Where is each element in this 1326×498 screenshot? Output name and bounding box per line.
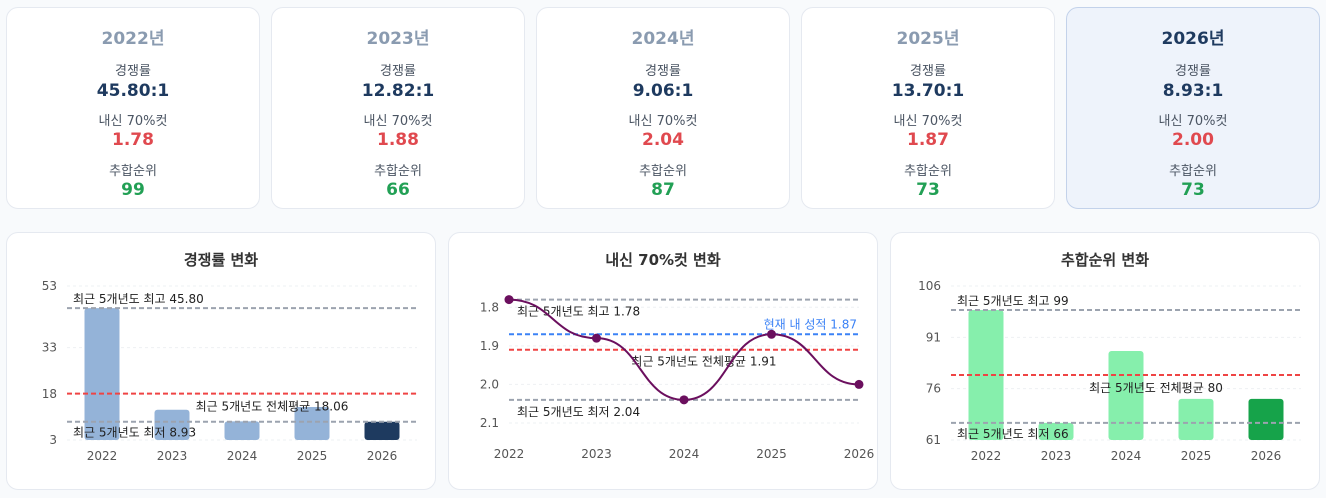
gpa-cut-label: 내신 70%컷	[1158, 114, 1228, 129]
competition-value: 12.82:1	[361, 81, 435, 101]
bar	[364, 421, 400, 440]
competition-label: 경쟁률	[1175, 64, 1211, 79]
y-tick-label: 3	[49, 433, 57, 447]
competition-value: 45.80:1	[96, 81, 170, 101]
rank-label: 추합순위	[1169, 164, 1217, 179]
rank-chart-card: 추합순위 변화 61 76 91 106 2022 2023 2024 2025 2026 최근 …	[890, 232, 1320, 490]
bar	[294, 407, 330, 440]
reference-label: 현재 내 성적 1.87	[764, 317, 857, 331]
bar	[154, 409, 190, 440]
reference-label: 최근 5개년도 전체평균 80	[1089, 381, 1223, 395]
gpa-cut-value: 2.04	[642, 130, 684, 150]
bar	[1248, 398, 1284, 440]
x-tick-label: 2022	[494, 447, 525, 461]
rank-label: 추합순위	[109, 164, 157, 179]
competition-label: 경쟁률	[115, 64, 151, 79]
data-point	[767, 329, 776, 339]
x-tick-label: 2022	[971, 449, 1002, 463]
competition-value: 8.93:1	[1162, 81, 1224, 101]
rank-value: 66	[386, 180, 410, 200]
bar	[84, 308, 120, 440]
year-label: 2022년	[101, 29, 165, 49]
y-tick-label: 76	[926, 382, 941, 396]
x-tick-label: 2025	[1181, 449, 1212, 463]
gpa-cut-label: 내신 70%컷	[363, 114, 433, 129]
gpa-chart-card: 내신 70%컷 변화 1.8 1.9 2.0 2.1 2022 2023 2024 2025 2…	[448, 232, 878, 490]
gpa-cut-label: 내신 70%컷	[98, 114, 168, 129]
rank-value: 99	[121, 180, 145, 200]
year-label: 2023년	[366, 29, 430, 49]
x-tick-label: 2026	[367, 449, 398, 463]
gpa-cut-value: 1.87	[907, 130, 949, 150]
reference-label: 최근 5개년도 최저 66	[957, 427, 1069, 441]
y-tick-label: 33	[42, 341, 57, 355]
x-tick-label: 2023	[1041, 449, 1072, 463]
y-tick-label: 2.0	[480, 377, 499, 391]
bar	[224, 421, 260, 440]
year-label: 2024년	[631, 29, 695, 49]
year-label: 2026년	[1161, 29, 1225, 49]
reference-label: 최근 5개년도 최저 2.04	[517, 405, 640, 419]
y-tick-label: 1.9	[480, 339, 499, 353]
data-point	[504, 295, 514, 305]
bar	[1108, 351, 1144, 440]
competition-chart: 3 18 33 53 2022 2023 2024 2025 2026 최근 5개년도 최고 45…	[42, 279, 417, 463]
data-point	[679, 395, 689, 405]
bar	[1178, 398, 1214, 440]
x-tick-label: 2024	[669, 447, 700, 461]
gpa-cut-label: 내신 70%컷	[893, 114, 963, 129]
x-tick-label: 2026	[844, 447, 875, 461]
gpa-cut-value: 2.00	[1172, 130, 1214, 150]
x-tick-label: 2026	[1251, 449, 1282, 463]
data-point	[592, 333, 601, 343]
competition-value: 9.06:1	[632, 81, 694, 101]
data-point	[854, 379, 864, 389]
rank-label: 추합순위	[374, 164, 422, 179]
x-tick-label: 2023	[157, 449, 188, 463]
competition-label: 경쟁률	[645, 64, 681, 79]
rank-value: 87	[651, 180, 675, 200]
reference-label: 최근 5개년도 최저 8.93	[73, 426, 196, 440]
gpa-chart: 1.8 1.9 2.0 2.1 2022 2023 2024 2025 2026 최근 5개년도 …	[480, 295, 875, 461]
y-tick-label: 106	[918, 279, 941, 293]
rank-label: 추합순위	[904, 164, 952, 179]
rank-chart: 61 76 91 106 2022 2023 2024 2025 2026 최근 5개년도 최고 …	[918, 279, 1301, 463]
y-tick-label: 53	[42, 279, 57, 293]
y-tick-label: 1.8	[480, 300, 499, 314]
rank-chart-title: 추합순위 변화	[1060, 251, 1150, 269]
competition-chart-card: 경쟁률 변화 3 18 33 53 2022 2023 2024 2025 2026 최근 5개년…	[6, 232, 436, 490]
rank-value: 73	[916, 180, 940, 200]
x-tick-label: 2023	[581, 447, 612, 461]
y-tick-label: 91	[926, 330, 941, 344]
competition-value: 13.70:1	[891, 81, 965, 101]
x-tick-label: 2024	[227, 449, 258, 463]
gpa-chart-title: 내신 70%컷 변화	[605, 251, 721, 269]
gpa-cut-value: 1.78	[112, 130, 154, 150]
x-tick-label: 2025	[297, 449, 328, 463]
x-tick-label: 2022	[87, 449, 118, 463]
rank-label: 추합순위	[639, 164, 687, 179]
reference-label: 최근 5개년도 전체평균 18.06	[196, 400, 349, 414]
reference-label: 최근 5개년도 최고 99	[957, 294, 1069, 308]
reference-label: 최근 5개년도 최고 45.80	[73, 292, 204, 306]
y-tick-label: 2.1	[480, 416, 499, 430]
gpa-cut-value: 1.88	[377, 130, 419, 150]
year-label: 2025년	[896, 29, 960, 49]
competition-label: 경쟁률	[910, 64, 946, 79]
rank-value: 73	[1181, 180, 1205, 200]
x-tick-label: 2025	[756, 447, 787, 461]
gpa-cut-label: 내신 70%컷	[628, 114, 698, 129]
bar	[1038, 422, 1074, 440]
competition-label: 경쟁률	[380, 64, 416, 79]
y-tick-label: 61	[926, 433, 941, 447]
reference-label: 최근 5개년도 전체평균 1.91	[631, 355, 776, 369]
competition-chart-title: 경쟁률 변화	[183, 251, 259, 269]
x-tick-label: 2024	[1111, 449, 1142, 463]
y-tick-label: 18	[42, 387, 57, 401]
